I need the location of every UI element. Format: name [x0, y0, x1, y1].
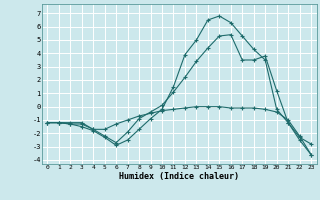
X-axis label: Humidex (Indice chaleur): Humidex (Indice chaleur): [119, 172, 239, 181]
